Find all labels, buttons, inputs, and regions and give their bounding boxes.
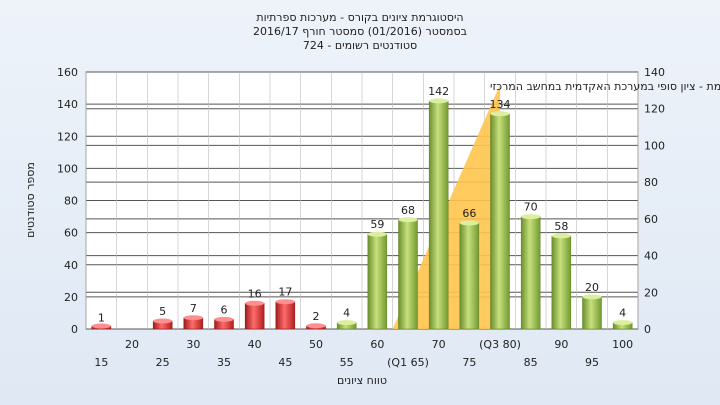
bar-95 xyxy=(582,296,602,330)
value-label-85: 70 xyxy=(524,201,538,214)
x-tick-45: 45 xyxy=(278,356,292,369)
x-tick-25: 25 xyxy=(156,356,170,369)
y-axis-label: מספר סטודנטים xyxy=(24,162,37,238)
bar-cap-30 xyxy=(183,315,203,321)
y-tick-140: 140 xyxy=(57,98,78,111)
bar-70 xyxy=(428,100,449,330)
x-tick-80: (Q3 80) xyxy=(479,338,521,351)
x-tick-100: 100 xyxy=(612,338,633,351)
y-axis-left-ticks: 0 20 40 60 80 100 120 140 160 xyxy=(57,66,78,336)
y2-tick-80: 80 xyxy=(644,176,658,189)
chart-title: היסטוגרמת ציונים בקורס - מערכות ספרתיות … xyxy=(253,11,467,52)
value-label-65: 68 xyxy=(401,204,415,217)
x-tick-20: 20 xyxy=(125,338,139,351)
x-tick-85: 85 xyxy=(524,356,538,369)
bar-75 xyxy=(459,222,480,330)
bar-cap-65 xyxy=(398,217,418,223)
value-label-50: 2 xyxy=(313,310,320,323)
bar-cap-80 xyxy=(490,111,510,117)
value-label-100: 4 xyxy=(619,307,626,320)
bar-cap-55 xyxy=(337,320,357,326)
y2-tick-120: 120 xyxy=(644,103,665,116)
value-label-70: 142 xyxy=(428,85,449,98)
bar-cap-45 xyxy=(275,299,295,305)
value-label-90: 58 xyxy=(554,220,568,233)
bar-cap-90 xyxy=(551,233,571,239)
bar-90 xyxy=(551,235,572,330)
x-tick-15: 15 xyxy=(94,356,108,369)
gridlines xyxy=(85,71,639,330)
chart-title-line-2: בסמסטר (01/2016) סמסטר חורף 2016/17 xyxy=(253,25,467,38)
value-label-80: 134 xyxy=(490,98,511,111)
y-tick-160: 160 xyxy=(57,66,78,79)
value-label-30: 7 xyxy=(190,302,197,315)
value-label-45: 17 xyxy=(278,286,292,299)
y-tick-100: 100 xyxy=(57,162,78,175)
x-tick-70: 70 xyxy=(432,338,446,351)
bar-cap-95 xyxy=(582,294,602,300)
bar-85 xyxy=(520,216,541,330)
x-tick-40: 40 xyxy=(248,338,262,351)
bar-80 xyxy=(490,113,510,330)
value-label-55: 4 xyxy=(343,307,350,320)
value-label-75: 66 xyxy=(462,207,476,220)
chart-title-line-3: סטודנטים רשומים - 724 xyxy=(303,39,417,52)
bar-cap-35 xyxy=(214,316,234,322)
y2-tick-100: 100 xyxy=(644,139,665,152)
y2-tick-20: 20 xyxy=(644,286,658,299)
x-tick-30: 30 xyxy=(186,338,200,351)
bar-cap-50 xyxy=(306,323,326,329)
y2-tick-60: 60 xyxy=(644,213,658,226)
bar-cap-70 xyxy=(429,98,449,104)
y-tick-60: 60 xyxy=(64,227,78,240)
x-tick-55: 55 xyxy=(340,356,354,369)
y-tick-80: 80 xyxy=(64,195,78,208)
bar-40 xyxy=(244,303,265,330)
x-tick-90: 90 xyxy=(554,338,568,351)
bar-65 xyxy=(398,219,418,330)
y-axis-right-ticks: 0 20 40 60 80 100 120 140 xyxy=(644,66,665,336)
value-label-35: 6 xyxy=(221,303,228,316)
bars xyxy=(91,98,633,330)
bar-45 xyxy=(275,301,296,330)
value-label-60: 59 xyxy=(370,218,384,231)
bar-cap-85 xyxy=(521,214,541,220)
x-tick-35: 35 xyxy=(217,356,231,369)
bar-cap-60 xyxy=(367,231,387,237)
x-tick-60: 60 xyxy=(370,338,384,351)
value-label-15: 1 xyxy=(98,311,105,324)
value-label-40: 16 xyxy=(248,287,262,300)
x-tick-95: 95 xyxy=(585,356,599,369)
bar-60 xyxy=(367,233,388,330)
y2-tick-140: 140 xyxy=(644,66,665,79)
x-tick-50: 50 xyxy=(309,338,323,351)
x-tick-65: (Q1 65) xyxy=(387,356,429,369)
value-labels: 1 5 7 6 16 17 2 4 59 68 142 66 134 70 58 20 4 xyxy=(98,85,626,324)
y-tick-20: 20 xyxy=(64,291,78,304)
bar-cap-15 xyxy=(91,323,111,329)
bar-cap-40 xyxy=(245,300,265,306)
y2-tick-40: 40 xyxy=(644,250,658,263)
bar-cap-25 xyxy=(153,318,173,324)
y-tick-120: 120 xyxy=(57,130,78,143)
value-label-25: 5 xyxy=(159,305,166,318)
x-axis-label: טווח ציונים xyxy=(337,374,387,387)
y2-tick-0: 0 xyxy=(644,323,651,336)
y-tick-0: 0 xyxy=(71,323,78,336)
x-tick-75: 75 xyxy=(462,356,476,369)
y-tick-40: 40 xyxy=(64,259,78,272)
value-label-95: 20 xyxy=(585,281,599,294)
x-axis-ticks: 15 20 25 30 35 40 45 50 55 60(Q1 65)70 75(Q3 80)85… xyxy=(94,338,633,369)
chart-title-line-1: היסטוגרמת ציונים בקורס - מערכות ספרתיות xyxy=(256,11,463,24)
chart-annotation: במשימת - ציון סופי במערכת האקדמית במחשב … xyxy=(490,80,720,93)
bar-cap-100 xyxy=(613,320,633,326)
bar-cap-75 xyxy=(459,220,479,226)
